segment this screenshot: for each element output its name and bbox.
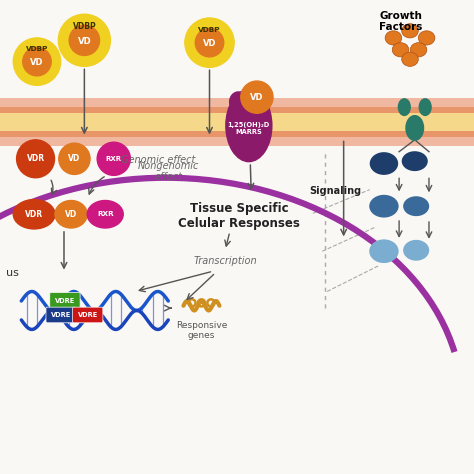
Text: VDBP: VDBP [198,27,221,33]
Text: RXR: RXR [97,211,114,217]
Circle shape [59,143,90,174]
Ellipse shape [392,43,409,57]
Text: Nongenomic
effect: Nongenomic effect [137,161,199,182]
Text: Transcription: Transcription [193,255,257,266]
Text: VDRE: VDRE [51,312,71,318]
Text: VD: VD [77,36,91,46]
Text: VD: VD [30,58,44,67]
Text: VD: VD [250,93,264,101]
Text: VD: VD [68,155,81,163]
Text: Tissue Specific
Celular Responses: Tissue Specific Celular Responses [178,201,301,230]
Ellipse shape [369,195,399,218]
Circle shape [58,14,110,66]
Ellipse shape [403,240,429,261]
Ellipse shape [402,52,419,66]
Bar [0,98,474,146]
Circle shape [185,18,234,67]
Text: VDR: VDR [27,155,45,163]
Circle shape [17,140,55,178]
Ellipse shape [229,91,248,113]
Circle shape [195,28,224,57]
Text: us: us [6,267,18,278]
Text: 1,25(OH)₂D
MARRS: 1,25(OH)₂D MARRS [228,122,270,136]
Circle shape [13,38,61,85]
Ellipse shape [419,98,432,116]
Ellipse shape [405,115,424,141]
Circle shape [97,142,130,175]
Ellipse shape [418,31,435,45]
Ellipse shape [410,43,427,57]
Text: RXR: RXR [106,156,122,162]
Text: Signaling: Signaling [309,185,361,196]
Text: VDBP: VDBP [73,22,96,31]
Text: Genomic effect: Genomic effect [121,155,195,165]
Ellipse shape [87,201,123,228]
Text: VDR: VDR [25,210,43,219]
Ellipse shape [225,89,273,162]
FancyBboxPatch shape [50,292,80,309]
Circle shape [241,81,273,113]
Circle shape [23,47,51,76]
Text: Responsive
genes: Responsive genes [176,321,227,340]
Text: VD: VD [65,210,77,219]
FancyBboxPatch shape [46,307,76,323]
Bar [0,113,474,131]
Text: VD: VD [203,39,216,48]
Ellipse shape [398,98,411,116]
Ellipse shape [370,152,398,175]
Ellipse shape [55,201,87,228]
Text: VDBP: VDBP [26,46,48,52]
Text: VDRE: VDRE [78,312,98,318]
Ellipse shape [369,239,399,263]
Circle shape [69,25,100,55]
Bar [0,107,474,137]
Ellipse shape [403,196,429,216]
Text: VDRE: VDRE [55,298,75,303]
Ellipse shape [385,31,402,45]
Text: Growth
Factors: Growth Factors [379,10,422,32]
Ellipse shape [250,91,269,113]
Ellipse shape [402,24,419,38]
FancyBboxPatch shape [73,307,103,323]
Ellipse shape [402,151,428,171]
Ellipse shape [13,200,55,229]
